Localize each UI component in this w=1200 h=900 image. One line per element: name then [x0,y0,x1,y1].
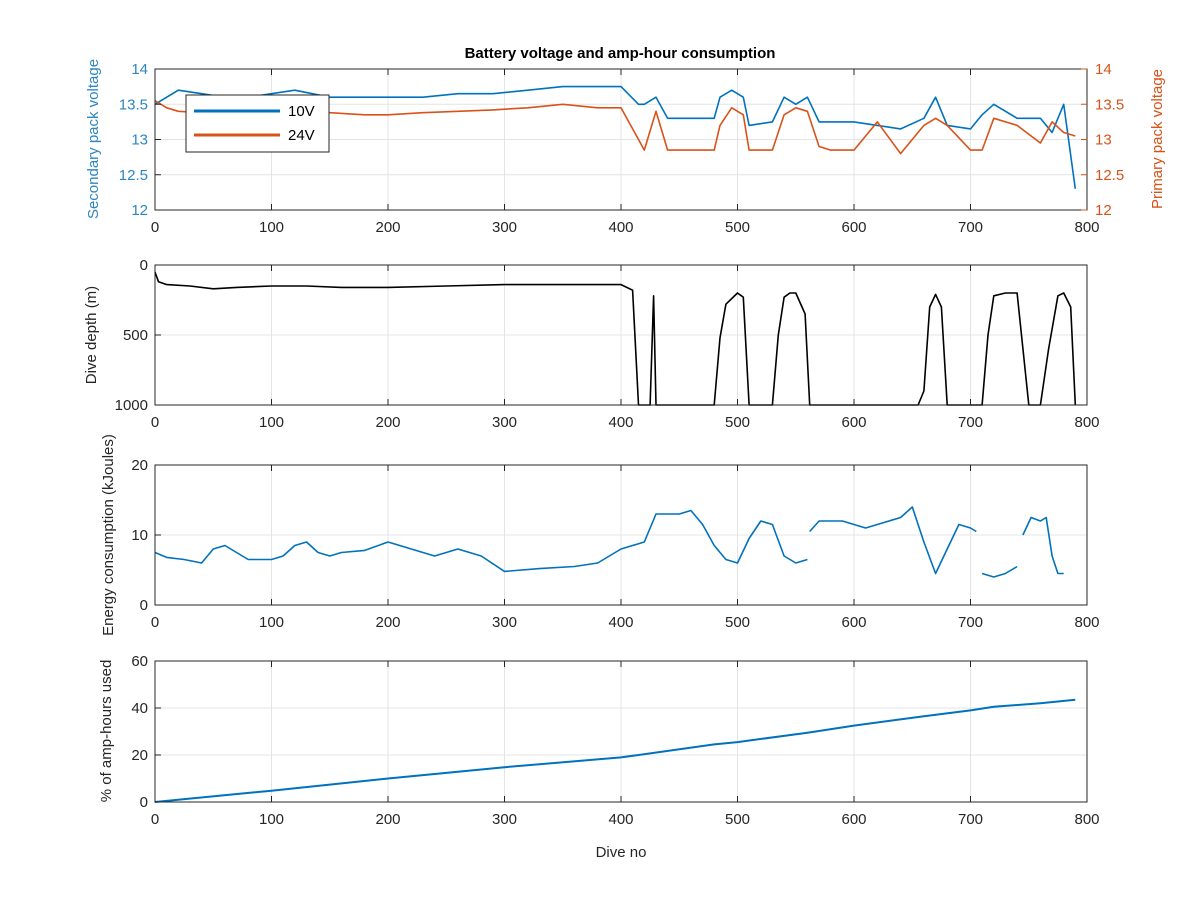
dive-no-label: Dive no [596,844,647,861]
voltage-x-ticks: 0 100 200 300 400 500 600 700 800 [151,69,1100,236]
energy-x-tick-label: 800 [1074,614,1099,631]
energy-panel: 0 100 200 300 400 500 600 700 800 0 10 20 Energy c… [100,434,1100,636]
depth-y-tick-label: 500 [123,327,148,344]
energy-x-tick-label: 300 [492,614,517,631]
legend-box [185,94,330,153]
depth-x-tick-label: 500 [725,414,750,431]
energy-series-line-1 [809,506,977,575]
voltage-y-right-tick-label: 13 [1095,132,1112,149]
voltage-y-right-tick-label: 12 [1095,202,1112,219]
depth-x-tick-label: 200 [375,414,400,431]
voltage-y-right-tick-label: 14 [1095,61,1112,78]
depth-y-ticks: 0 500 1000 [115,257,161,414]
voltage-panel: 0 100 200 300 400 500 600 700 800 12 12.5 13 13.5 14… [85,59,1166,236]
amp-hours-x-tick-label: 700 [958,811,983,828]
energy-x-tick-label: 700 [958,614,983,631]
secondary-pack-voltage-label: Secondary pack voltage [85,59,102,219]
energy-x-tick-label: 500 [725,614,750,631]
voltage-x-tick-label: 700 [958,219,983,236]
energy-series-line-3 [1022,516,1064,575]
amp-hours-x-tick-label: 800 [1074,811,1099,828]
depth-x-tick-label: 800 [1074,414,1099,431]
depth-x-tick-label: 400 [608,414,633,431]
amp-hours-x-tick-label: 300 [492,811,517,828]
voltage-y-tick-label: 13 [131,132,148,149]
chart-title: Battery voltage and amp-hour consumption [465,45,776,62]
amp-hours-y-ticks: 0 20 40 60 [131,653,161,811]
amp-hours-y-tick-label: 60 [131,653,148,670]
energy-series [154,506,1064,578]
energy-x-tick-label: 400 [608,614,633,631]
amp-hours-series-line-0 [154,698,1076,803]
energy-series-line-2 [981,565,1018,578]
voltage-y-right-tick-label: 13.5 [1095,96,1124,113]
legend: 10V 24V [185,94,330,153]
voltage-x-tick-label: 400 [608,219,633,236]
amp-hours-x-tick-label: 200 [375,811,400,828]
depth-x-ticks: 0 100 200 300 400 500 600 700 800 [151,265,1100,431]
voltage-x-tick-label: 500 [725,219,750,236]
energy-y-ticks: 0 10 20 [131,457,161,614]
amp-hours-y-tick-label: 0 [140,794,148,811]
voltage-y-tick-label: 12.5 [119,167,148,184]
voltage-x-tick-label: 600 [841,219,866,236]
amp-hours-x-tick-label: 0 [151,811,159,828]
energy-series-line-0 [154,509,808,573]
amp-hours-x-tick-label: 600 [841,811,866,828]
energy-x-tick-label: 200 [375,614,400,631]
amp-hours-series [154,698,1076,803]
depth-x-tick-label: 0 [151,414,159,431]
voltage-x-tick-label: 100 [259,219,284,236]
legend-label-10v: 10V [288,103,315,120]
voltage-x-tick-label: 0 [151,219,159,236]
amp-hours-x-tick-label: 500 [725,811,750,828]
amp-hours-y-tick-label: 40 [131,700,148,717]
energy-x-ticks: 0 100 200 300 400 500 600 700 800 [151,465,1100,631]
depth-panel: 0 100 200 300 400 500 600 700 800 0 500 1000 Dive … [83,257,1100,431]
voltage-y-tick-label: 13.5 [119,96,148,113]
depth-x-tick-label: 100 [259,414,284,431]
depth-x-tick-label: 700 [958,414,983,431]
depth-x-tick-label: 300 [492,414,517,431]
energy-x-tick-label: 100 [259,614,284,631]
amp-hours-x-tick-label: 400 [608,811,633,828]
amp-hours-y-tick-label: 20 [131,747,148,764]
voltage-x-tick-label: 800 [1074,219,1099,236]
voltage-y-tick-label: 14 [131,61,148,78]
energy-consumption-label: Energy consumption (kJoules) [100,434,117,636]
amp-hours-used-label: % of amp-hours used [98,660,115,803]
legend-label-24v: 24V [288,127,315,144]
amp-hours-x-ticks: 0 100 200 300 400 500 600 700 800 [151,661,1100,828]
amp-hours-panel: 0 100 200 300 400 500 600 700 800 0 20 40 60 % of a… [98,653,1100,861]
voltage-x-tick-label: 300 [492,219,517,236]
depth-x-tick-label: 600 [841,414,866,431]
dive-depth-label: Dive depth (m) [83,286,100,384]
energy-y-tick-label: 20 [131,457,148,474]
energy-y-tick-label: 10 [131,527,148,544]
voltage-y-right-tick-label: 12.5 [1095,167,1124,184]
energy-x-tick-label: 0 [151,614,159,631]
energy-x-tick-label: 600 [841,614,866,631]
voltage-x-tick-label: 200 [375,219,400,236]
primary-pack-voltage-label: Primary pack voltage [1149,69,1166,209]
depth-y-tick-label: 0 [140,257,148,274]
voltage-y-tick-label: 12 [131,202,148,219]
depth-y-tick-label: 1000 [115,397,148,414]
amp-hours-x-tick-label: 100 [259,811,284,828]
energy-y-tick-label: 0 [140,597,148,614]
voltage-y-ticks-right: 12 12.5 13 13.5 14 [1081,61,1124,219]
voltage-y-ticks: 12 12.5 13 13.5 14 [119,61,161,219]
